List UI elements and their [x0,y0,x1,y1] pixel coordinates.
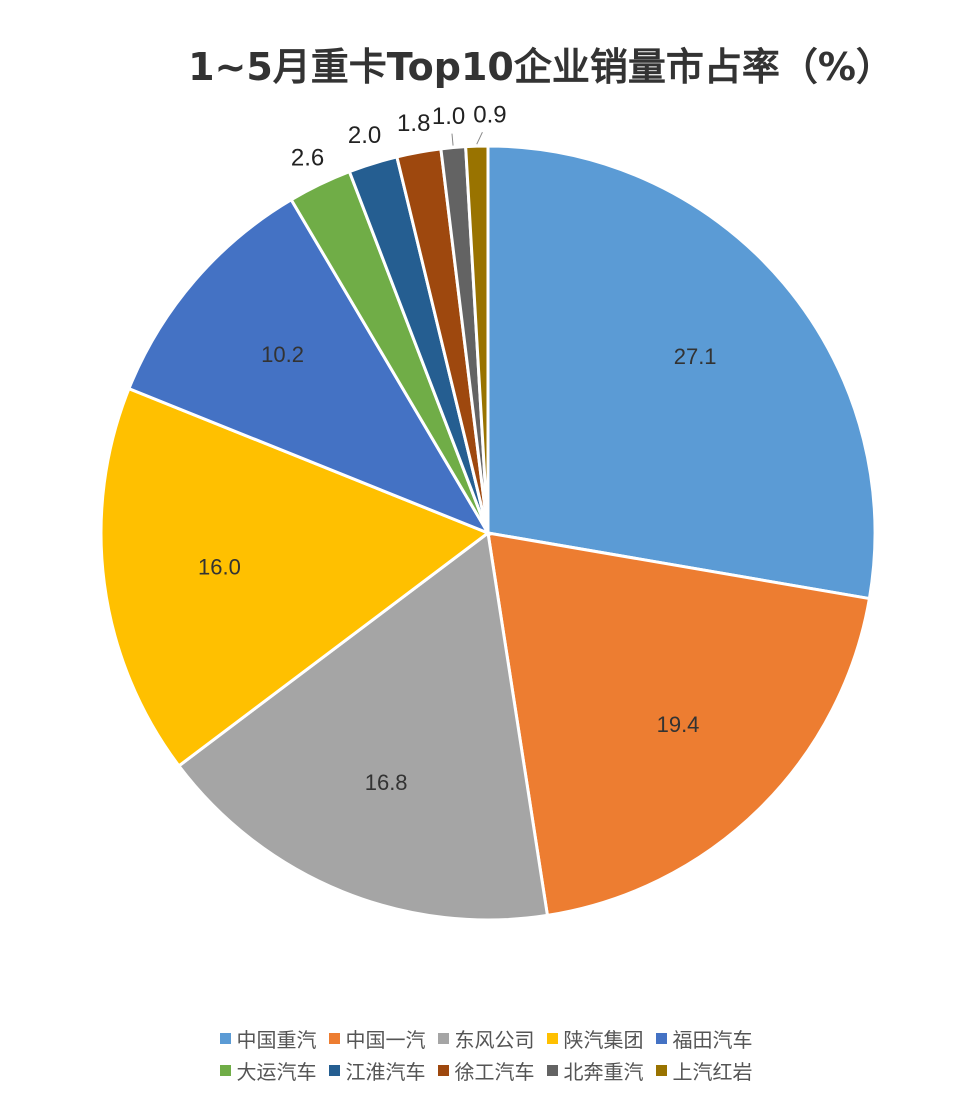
pie-slice [126,197,492,537]
legend-label: 北奔重汽 [563,1060,644,1084]
data-label: 2.6 [291,145,324,172]
data-label: 16.0 [198,554,241,579]
legend-swatch-icon [437,1065,449,1076]
legend-swatch-icon [546,1033,558,1044]
data-label: 19.4 [657,712,700,737]
legend-swatch-icon [328,1033,340,1044]
legend-label: 东风公司 [454,1028,535,1052]
legend-item: 中国一汽 [328,1024,426,1053]
legend-label: 中国重汽 [236,1028,317,1052]
pie-slice [486,144,877,601]
data-label: 0.9 [473,102,506,129]
pie-slice [99,386,492,768]
legend-swatch-icon [655,1033,667,1044]
data-label: 1.8 [397,110,430,137]
legend-swatch-icon [546,1065,558,1076]
data-label: 2.0 [348,122,381,149]
pie-slice [464,144,490,534]
legend-label: 大运汽车 [236,1060,317,1084]
legend-item: 大运汽车 [219,1056,317,1085]
legend-item: 徐工汽车 [437,1056,535,1085]
legend-item: 中国重汽 [219,1024,317,1053]
legend-label: 陕汽集团 [563,1028,644,1052]
legend-swatch-icon [328,1065,340,1076]
legend-label: 中国一汽 [345,1028,426,1052]
legend-row-1: 中国重汽 中国一汽 东风公司 陕汽集团 福田汽车 [0,1024,972,1053]
legend-label: 上汽红岩 [672,1060,753,1084]
legend-item: 东风公司 [437,1024,535,1053]
legend-label: 江淮汽车 [345,1060,426,1084]
legend-item: 北奔重汽 [546,1056,644,1085]
legend-row-2: 大运汽车 江淮汽车 徐工汽车 北奔重汽 上汽红岩 [0,1056,972,1085]
legend-item: 福田汽车 [655,1024,753,1053]
data-label: 1.0 [432,103,465,130]
legend-item: 江淮汽车 [328,1056,426,1085]
legend-swatch-icon [219,1065,231,1076]
legend-item: 陕汽集团 [546,1024,644,1053]
legend-label: 徐工汽车 [454,1060,535,1084]
pie-slice [176,530,550,922]
data-label: 10.2 [261,342,304,367]
legend-swatch-icon [437,1033,449,1044]
leader-line [476,131,483,145]
pie-chart: 27.1 19.4 16.8 16.0 10.2 2.6 2.0 1.8 1.0 0.9 [99,102,877,922]
pie-slice [486,531,872,918]
data-label: 16.8 [365,770,408,795]
chart-title: 1~5月重卡Top10企业销量市占率（%） [188,45,894,89]
legend-swatch-icon [219,1033,231,1044]
data-label: 27.1 [674,344,717,369]
legend-swatch-icon [655,1065,667,1076]
legend-label: 福田汽车 [672,1028,753,1052]
legend-item: 上汽红岩 [655,1056,753,1085]
leader-line [451,133,454,146]
